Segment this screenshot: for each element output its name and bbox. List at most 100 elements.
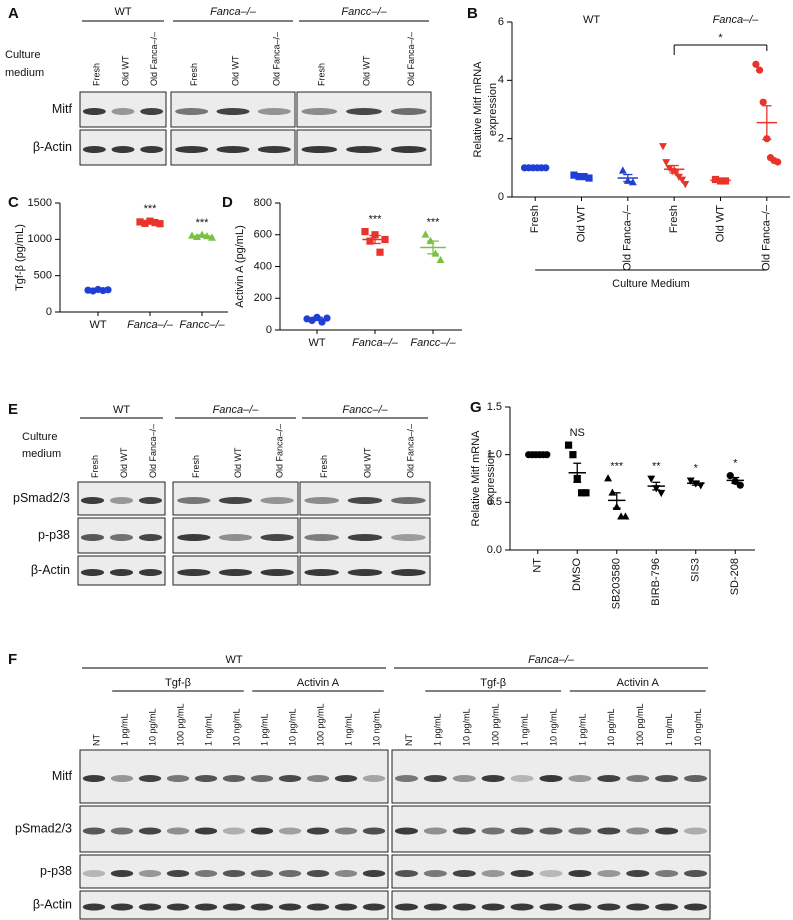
blot-band: [306, 827, 330, 835]
blot-frame: [391, 854, 711, 889]
blot-band: [568, 903, 592, 911]
lane-label: Fresh: [189, 63, 199, 86]
blot-band: [175, 146, 209, 153]
blot-band: [597, 903, 621, 911]
blot-band: [362, 775, 386, 782]
treatment-label: Activin A: [617, 677, 660, 689]
blot-band: [334, 870, 358, 877]
lane-label: Old Fanca–/–: [406, 424, 416, 478]
blot-band: [140, 108, 164, 115]
blot-band: [347, 569, 383, 576]
significance-label: ***: [610, 460, 624, 472]
blot-band: [138, 569, 163, 576]
blot-band: [452, 827, 476, 835]
lane-label: 100 pg/mL: [635, 703, 645, 746]
panel-letter: A: [8, 5, 19, 22]
significance-label: **: [652, 460, 661, 472]
blot-band: [82, 903, 106, 911]
y-tick-label: 6: [498, 16, 504, 28]
data-point: [628, 178, 637, 186]
lane-label: Fresh: [90, 455, 100, 478]
blot-band: [82, 827, 106, 835]
blot-band: [216, 146, 250, 153]
row-label: Mitf: [52, 769, 73, 783]
data-point: [662, 159, 671, 167]
blot-band: [82, 775, 106, 782]
data-point: [371, 231, 379, 239]
blot-band: [346, 146, 382, 153]
blot-band: [260, 569, 294, 576]
x-tick-label: Fresh: [668, 205, 680, 233]
blot-band: [597, 827, 621, 835]
blot-band: [394, 870, 419, 877]
blot-band: [110, 903, 134, 911]
blot-band: [391, 569, 426, 576]
x-tick-label: Old Fanca–/–: [622, 204, 634, 271]
x-tick-label: Fanca–/–: [352, 337, 399, 349]
y-tick-label: 2: [498, 133, 504, 145]
panel-letter: F: [8, 651, 17, 668]
blot-band: [177, 497, 211, 504]
blot-band: [481, 827, 505, 835]
data-point: [755, 66, 764, 74]
significance-label: ***: [144, 203, 158, 215]
data-point: [436, 255, 445, 264]
blot-band: [334, 775, 358, 782]
blot-band: [394, 775, 419, 782]
blot-band: [655, 775, 679, 782]
blot-band: [452, 870, 476, 877]
lane-label: 10 pg/mL: [462, 708, 472, 746]
blot-band: [655, 827, 679, 835]
row-label: β-Actin: [31, 563, 70, 577]
lane-label: 10 pg/mL: [606, 708, 616, 746]
lane-label: 1 pg/mL: [577, 713, 587, 746]
lane-label: Fresh: [191, 455, 201, 478]
x-axis-label: Culture Medium: [612, 278, 690, 290]
lane-label: Old WT: [233, 447, 243, 478]
blot-band: [362, 903, 386, 911]
blot-band: [334, 903, 358, 911]
blot-band: [175, 108, 209, 115]
blot-band: [166, 775, 190, 782]
blot-band: [138, 870, 162, 877]
blot-band: [138, 903, 162, 911]
data-point: [659, 143, 667, 151]
blot-band: [257, 146, 291, 153]
lane-label: 10 pg/mL: [147, 708, 157, 746]
data-point: [752, 60, 760, 68]
blot-band: [334, 827, 358, 835]
medium-label: Culture: [22, 431, 57, 443]
blot-band: [278, 903, 302, 911]
data-point: [604, 474, 613, 482]
y-axis-label: Relative Mitf mRNA: [470, 430, 482, 527]
genotype-label: Fancc–/–: [341, 6, 387, 18]
y-tick-label: 1.0: [487, 449, 502, 461]
blot-band: [222, 903, 246, 911]
blot-band: [597, 775, 621, 782]
y-tick-label: 1000: [28, 233, 52, 245]
lane-label: 1 ng/mL: [203, 713, 213, 746]
blot-band: [306, 903, 330, 911]
blot-band: [568, 775, 592, 782]
blot-band: [683, 827, 708, 835]
blot-band: [568, 870, 592, 877]
lane-label: Old Fanca–/–: [272, 32, 282, 86]
lane-label: Old Fanca–/–: [148, 424, 158, 478]
blot-band: [110, 775, 134, 782]
blot-band: [250, 870, 274, 877]
blot-band: [626, 903, 650, 911]
lane-label: Old WT: [120, 55, 130, 86]
blot-band: [481, 775, 505, 782]
blot-band: [80, 534, 105, 541]
genotype-label: WT: [114, 6, 131, 18]
blot-band: [218, 497, 253, 504]
lane-label: NT: [91, 734, 101, 746]
x-tick-label: WT: [308, 337, 325, 349]
lane-label: Old Fanca–/–: [406, 32, 416, 86]
x-tick-label: SIS3: [690, 558, 702, 582]
lane-label: 10 pg/mL: [287, 708, 297, 746]
y-tick-label: 1500: [28, 197, 52, 209]
blot-band: [278, 827, 302, 835]
data-point: [686, 477, 695, 485]
